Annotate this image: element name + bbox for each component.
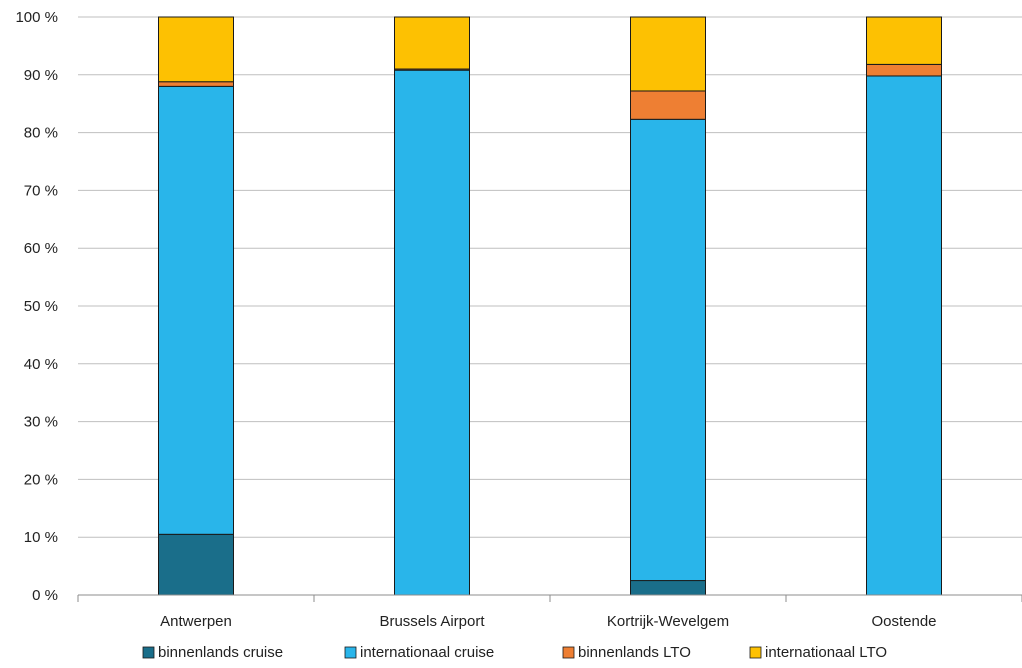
- x-tick-label: Brussels Airport: [379, 613, 485, 630]
- y-tick-label: 80 %: [24, 125, 58, 142]
- legend: binnenlands cruise internationaal cruise b…: [142, 644, 887, 661]
- legend-label: internationaal cruise: [360, 644, 494, 661]
- legend-swatch: [344, 646, 357, 659]
- legend-item: binnenlands cruise: [142, 644, 283, 661]
- x-axis-tick-labels: Antwerpen Brussels Airport Kortrijk-Wevelg…: [160, 613, 936, 630]
- legend-item: binnenlands LTO: [562, 644, 691, 661]
- bar-segment-internationaal-cruise: [394, 69, 470, 596]
- bar-segment-binnenlands-cruise: [158, 533, 234, 596]
- y-tick-label: 10 %: [24, 529, 58, 546]
- legend-label: binnenlands cruise: [158, 644, 283, 661]
- y-tick-label: 70 %: [24, 182, 58, 199]
- bar-segment-internationaal-lto: [394, 16, 470, 70]
- legend-item: internationaal cruise: [344, 644, 494, 661]
- bar-segment-binnenlands-cruise: [630, 580, 706, 596]
- y-tick-label: 90 %: [24, 67, 58, 84]
- y-tick-label: 0 %: [32, 587, 58, 604]
- bar-segment-binnenlands-lto: [630, 90, 706, 120]
- bar-segment-internationaal-cruise: [158, 85, 234, 535]
- y-tick-label: 100 %: [15, 9, 58, 26]
- bar-segment-internationaal-cruise: [866, 75, 942, 596]
- x-tick-label: Antwerpen: [160, 613, 232, 630]
- gridlines: [78, 16, 1022, 538]
- y-tick-label: 40 %: [24, 356, 58, 373]
- legend-label: internationaal LTO: [765, 644, 887, 661]
- x-tick-label: Kortrijk-Wevelgem: [607, 613, 729, 630]
- y-axis-tick-labels: 0 % 10 % 20 % 30 % 40 % 50 % 60 % 70 % 80 % 90 % 1…: [15, 9, 58, 604]
- bar-segment-internationaal-lto: [630, 16, 706, 92]
- x-axis: [77, 594, 1022, 602]
- x-tick-label: Oostende: [871, 613, 936, 630]
- legend-swatch: [142, 646, 155, 659]
- y-tick-label: 30 %: [24, 414, 58, 431]
- bar-segment-internationaal-cruise: [630, 118, 706, 582]
- legend-label: binnenlands LTO: [578, 644, 691, 661]
- y-tick-label: 60 %: [24, 240, 58, 257]
- legend-swatch: [749, 646, 762, 659]
- bars: [158, 16, 942, 596]
- bar-segment-internationaal-lto: [158, 16, 234, 83]
- legend-swatch: [562, 646, 575, 659]
- bar-segment-binnenlands-lto: [158, 81, 234, 87]
- y-tick-label: 50 %: [24, 298, 58, 315]
- y-tick-label: 20 %: [24, 471, 58, 488]
- bar-segment-internationaal-lto: [866, 16, 942, 65]
- bar-segment-binnenlands-lto: [866, 63, 942, 77]
- legend-item: internationaal LTO: [749, 644, 887, 661]
